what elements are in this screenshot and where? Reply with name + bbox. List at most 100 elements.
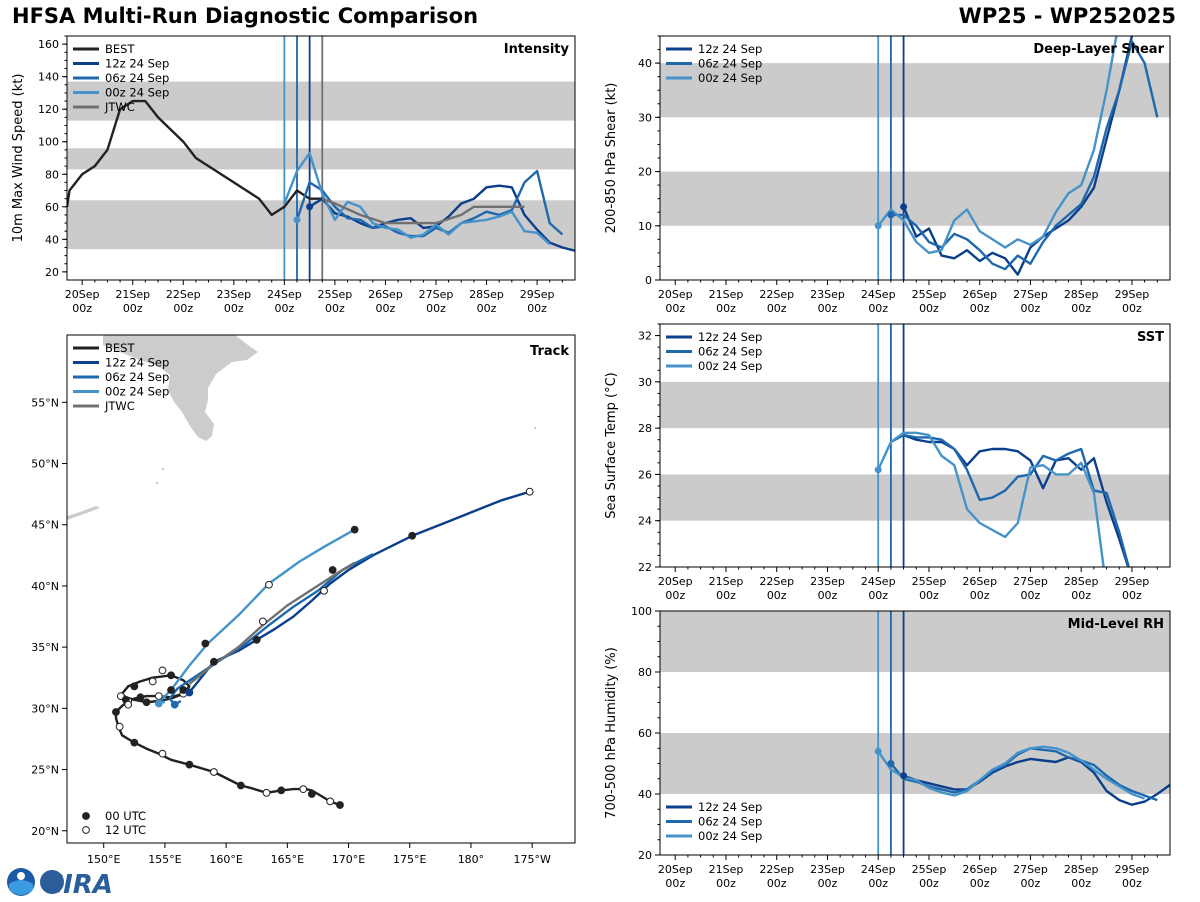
cira-logo: CIRA (4, 866, 114, 900)
x-tick-label-hour: 00z (970, 877, 990, 890)
x-tick-label-hour: 00z (325, 302, 345, 315)
land-mass (103, 335, 258, 441)
data-point (293, 216, 301, 224)
track-point-00utc (185, 760, 194, 769)
y-axis-label: 700-500 hPa Humidity (%) (604, 647, 619, 819)
x-tick-label-hour: 00z (818, 302, 838, 315)
x-tick-label-hour: 00z (1071, 302, 1091, 315)
panel-rh: 2040608010020Sep00z21Sep00z22Sep00z23Sep… (604, 605, 1171, 890)
x-tick-label-day: 26Sep (962, 288, 997, 301)
series-line (903, 433, 1130, 567)
x-tick-label-hour: 00z (72, 302, 92, 315)
y-tick-label: 60 (638, 727, 652, 740)
x-tick-label: 175°W (513, 853, 550, 866)
legend-marker (82, 812, 90, 820)
legend-label: 06z 24 Sep (698, 345, 762, 359)
track-point-12utc (158, 666, 167, 675)
track-line (188, 561, 356, 685)
x-tick-label-day: 24Sep (861, 863, 896, 876)
series-line (902, 36, 1134, 276)
legend-label: 12z 24 Sep (698, 42, 762, 56)
island (155, 481, 159, 485)
y-tick-label: 26 (638, 468, 652, 481)
x-tick-label-day: 20Sep (658, 288, 693, 301)
track-point-00utc (130, 682, 139, 691)
island (161, 467, 165, 471)
series-line (877, 36, 1118, 255)
x-tick-label-day: 29Sep (520, 288, 555, 301)
y-tick-label: 55°N (31, 396, 59, 409)
panel-title: Deep-Layer Shear (1033, 42, 1164, 57)
x-tick-label-day: 20Sep (658, 575, 693, 588)
x-tick-label-hour: 00z (1122, 302, 1142, 315)
y-tick-label: 30 (638, 376, 652, 389)
track-point-00utc (336, 801, 344, 809)
track-point-00utc (167, 686, 175, 694)
threshold-band (67, 148, 575, 170)
y-tick-label: 32 (638, 330, 652, 343)
track-line (114, 674, 341, 807)
x-tick-label-day: 21Sep (709, 575, 744, 588)
x-tick-label-day: 24Sep (861, 575, 896, 588)
x-tick-label-hour: 00z (868, 589, 888, 602)
x-tick-label-hour: 00z (868, 877, 888, 890)
track-point-00utc (185, 688, 194, 697)
x-tick-label-hour: 00z (123, 302, 143, 315)
x-tick-label-day: 27Sep (1013, 575, 1048, 588)
panel-intensity: 2040608010012014016020Sep00z21Sep00z22Se… (11, 35, 576, 315)
y-tick-label: 28 (638, 422, 652, 435)
legend-label: 12z 24 Sep (698, 800, 762, 814)
x-tick-label-day: 21Sep (115, 288, 150, 301)
track-point-12utc (258, 617, 267, 626)
series-line (903, 756, 1170, 806)
x-tick-label-day: 27Sep (419, 288, 454, 301)
y-tick-label: 40 (45, 233, 59, 246)
x-tick-label-day: 22Sep (166, 288, 201, 301)
track-point-12utc (299, 785, 308, 794)
track-point-00utc (154, 699, 163, 708)
track-point-12utc (525, 487, 534, 496)
series-line (67, 99, 323, 217)
x-tick-label-hour: 00z (1122, 589, 1142, 602)
x-tick-label-hour: 00z (818, 877, 838, 890)
x-tick-label: 175°E (393, 853, 426, 866)
legend-label: 00z 24 Sep (105, 385, 169, 399)
globe-icon (40, 870, 64, 894)
legend-label: 12z 24 Sep (105, 356, 169, 370)
x-tick-label-day: 28Sep (1064, 575, 1099, 588)
plot-area (67, 36, 575, 280)
x-tick-label-day: 28Sep (1064, 288, 1099, 301)
x-tick-label-day: 28Sep (469, 288, 504, 301)
x-tick-label-hour: 00z (767, 302, 787, 315)
data-point (306, 203, 314, 211)
y-tick-label: 20 (45, 266, 59, 279)
x-tick-label-day: 22Sep (759, 575, 794, 588)
x-tick-label-day: 25Sep (318, 288, 353, 301)
data-point (887, 760, 895, 767)
x-tick-label-day: 20Sep (658, 863, 693, 876)
legend-label: 00z 24 Sep (698, 71, 762, 85)
track-point-00utc (350, 525, 359, 534)
track-line (157, 528, 356, 704)
y-tick-label: 45°N (31, 519, 59, 532)
series-line (321, 197, 525, 225)
x-tick-label-hour: 00z (1021, 302, 1041, 315)
y-tick-label: 40 (638, 788, 652, 801)
legend-label: BEST (105, 42, 135, 56)
track-point-00utc (201, 639, 210, 648)
x-tick-label: 180° (458, 853, 485, 866)
x-tick-label-hour: 00z (970, 589, 990, 602)
y-tick-label: 60 (45, 201, 59, 214)
figure-title: HFSA Multi-Run Diagnostic Comparison (12, 4, 479, 28)
track-point-12utc (148, 677, 157, 686)
x-tick-label: 155°E (148, 853, 181, 866)
x-tick-label-day: 24Sep (267, 288, 302, 301)
x-tick-label-hour: 00z (173, 302, 193, 315)
x-tick-label-day: 21Sep (709, 863, 744, 876)
threshold-band (660, 611, 1170, 672)
panel-title: Intensity (504, 42, 570, 57)
track-point-00utc (209, 657, 218, 666)
x-tick-label-day: 25Sep (912, 863, 947, 876)
y-tick-label: 100 (631, 605, 652, 618)
data-point (874, 466, 882, 474)
